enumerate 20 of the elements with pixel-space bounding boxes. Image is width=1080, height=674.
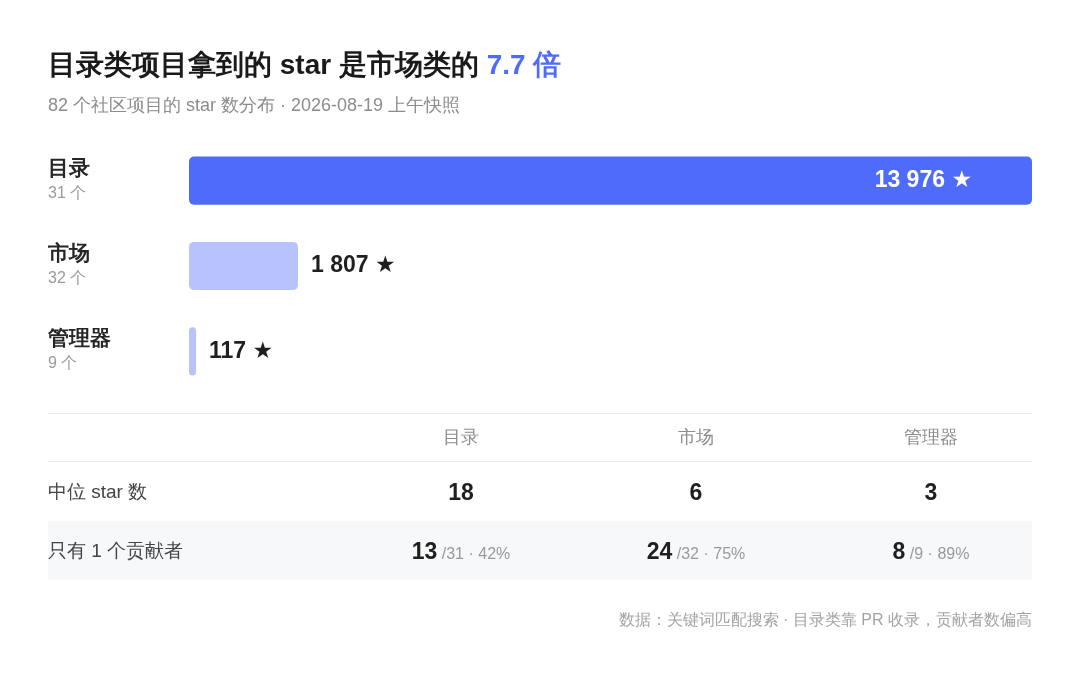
y-tick-label: 目录 31 个 bbox=[48, 155, 90, 202]
data-label: 13 976 ★ bbox=[874, 166, 972, 193]
series-label: 只有 1 个贡献者 bbox=[48, 538, 184, 563]
text: 数据：关键词匹配搜索 · 目录类靠 PR 收录，贡献者数偏高 bbox=[618, 610, 1032, 630]
data-label: 8 /9 · 89% bbox=[892, 537, 970, 563]
category-label: 目录 bbox=[443, 426, 479, 449]
chart-title: 目录类项目拿到的 star 是市场类的 7.7 倍 bbox=[48, 48, 562, 82]
category-label: 管理器 bbox=[904, 426, 958, 449]
data-label: 3 bbox=[924, 478, 938, 504]
chart-subtitle: 82 个社区项目的 star 数分布 · 2026-08-19 上午快照 bbox=[48, 94, 461, 117]
data-label: 1 807 ★ bbox=[310, 251, 396, 278]
y-tick-label: 市场 32 个 bbox=[48, 241, 90, 287]
text: 中位 star 数 bbox=[48, 479, 148, 504]
y-tick-label: 管理器 9 个 bbox=[48, 326, 111, 373]
data-label: 6 bbox=[689, 478, 703, 504]
data-label: 24 /32 · 75% bbox=[646, 537, 746, 563]
data-label: 13 /31 · 42% bbox=[411, 537, 511, 563]
data-label: 117 ★ bbox=[209, 336, 274, 363]
data-label: 18 bbox=[448, 478, 474, 504]
category-label: 市场 bbox=[678, 426, 714, 449]
